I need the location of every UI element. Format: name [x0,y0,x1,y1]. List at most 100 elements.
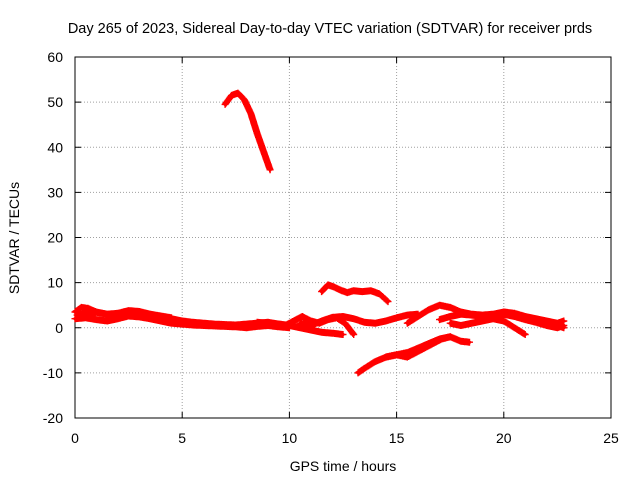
x-tick-label: 15 [389,430,405,446]
data-point [448,305,452,310]
data-point [459,339,463,343]
data-point [169,321,174,325]
data-point [148,312,152,316]
data-point [386,299,390,304]
data-point [562,326,566,330]
data-point [79,305,84,310]
y-tick-label: 10 [47,275,63,291]
y-tick-label: 0 [55,320,63,336]
data-point [523,332,527,337]
data-point [341,332,345,337]
series-arc-8 [318,281,392,306]
data-point [369,289,373,293]
data-point [352,332,356,337]
data-point [431,341,435,346]
data-point [395,353,399,357]
series-arc-3 [73,308,175,322]
data-point [86,306,90,310]
y-tick-label: 50 [47,94,63,110]
data-point [467,340,472,344]
data-point [242,98,246,102]
data-point [309,328,313,332]
data-point [502,319,506,323]
data-point [169,316,174,320]
data-point [422,346,427,350]
series-arc-13 [446,315,529,338]
data-point [223,324,227,328]
data-point [341,314,345,319]
series-arc-7 [296,310,422,329]
data-point [309,323,313,328]
data-point [223,102,227,106]
data-point [373,321,377,325]
data-point [148,317,152,321]
data-point [512,312,517,316]
x-tick-label: 10 [282,430,298,446]
data-point [491,317,495,321]
data-point [127,311,131,315]
data-point [319,330,324,334]
data-point [562,319,566,323]
data-point [416,314,420,319]
y-tick-label: 60 [47,49,63,65]
data-point [377,292,382,296]
data-point [352,317,356,321]
series-markers [382,333,473,361]
data-point [300,314,304,319]
data-point [502,310,506,314]
data-point [283,323,287,328]
series-arc-10 [382,333,473,361]
data-point [437,303,442,307]
chart-title: Day 265 of 2023, Sidereal Day-to-day VTE… [68,21,592,37]
grid-lines [75,57,611,418]
data-point [137,315,141,319]
data-point [470,321,474,325]
data-point [459,312,463,316]
series-arc-14 [500,308,568,332]
x-tick-label: 0 [71,430,79,446]
data-point [277,322,281,326]
data-point [330,315,334,319]
y-tick-label: -20 [43,410,63,426]
data-point [448,314,452,319]
data-point [405,355,409,359]
data-point [236,91,240,95]
data-point [292,319,296,323]
data-point [395,316,399,320]
data-point [202,323,206,328]
x-axis-label: GPS time / hours [290,458,397,474]
data-point [555,323,560,328]
data-point [105,319,109,323]
x-tick-label: 25 [603,430,619,446]
data-point [437,318,442,322]
data-point [84,311,88,315]
data-point [405,313,409,317]
data-point [105,312,109,316]
data-point [352,289,356,293]
data-point [356,371,360,375]
data-point [94,318,99,322]
x-tick-label: 20 [496,430,512,446]
data-point [330,331,334,335]
axis-ticks: 0 5 10 15 20 25 -20 -10 0 10 20 30 40 50 60 [43,49,619,446]
data-series [71,89,568,377]
data-point [137,310,141,314]
data-point [512,326,517,330]
data-point [339,288,343,292]
y-tick-label: 30 [47,184,63,200]
data-point [373,359,377,364]
data-point [319,290,324,294]
data-point [440,337,444,341]
data-point [384,319,388,323]
data-point [523,317,527,321]
data-point [73,317,77,321]
data-point [94,310,99,315]
data-point [268,168,272,172]
data-point [319,319,324,323]
data-point [266,321,270,325]
data-point [343,321,347,325]
data-point [345,290,349,295]
data-point [362,366,367,370]
series-markers [221,89,274,174]
